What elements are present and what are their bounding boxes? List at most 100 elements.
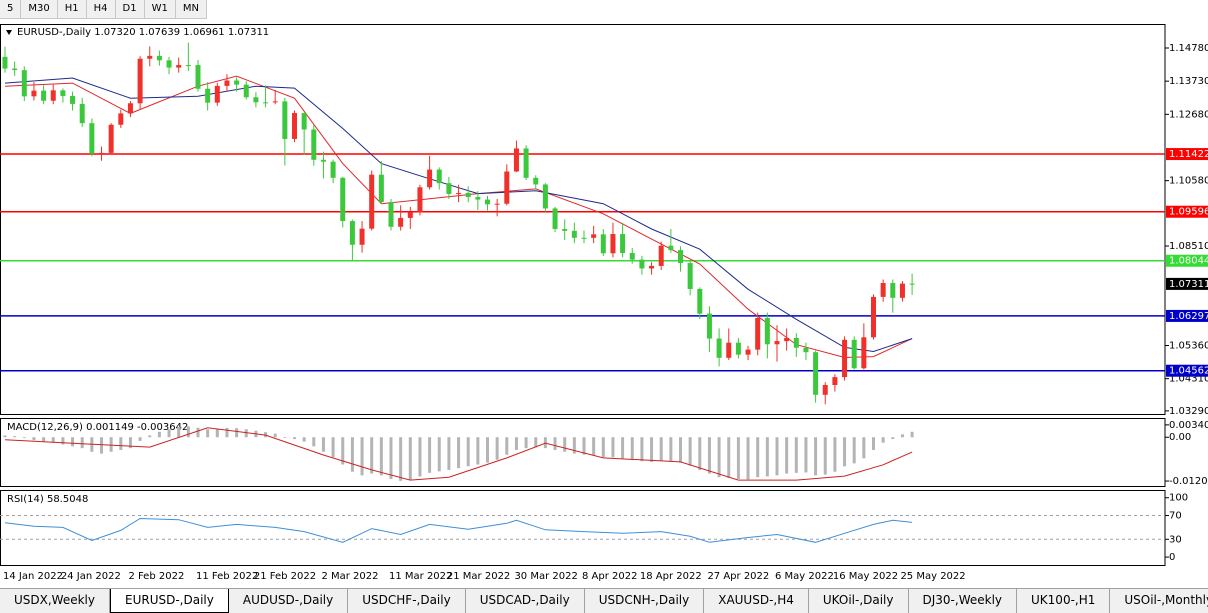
level-label-box [1166, 148, 1208, 161]
macd-bar [3, 435, 7, 438]
candle-body [562, 228, 568, 231]
timeframe-button[interactable]: 5 [0, 0, 22, 18]
candle-body [832, 377, 838, 385]
candle-body [639, 259, 645, 269]
candle-body [166, 60, 172, 68]
candle-body [147, 55, 153, 59]
macd-bar [457, 437, 461, 469]
macd-bar [746, 437, 750, 480]
y-tick-label: 1.13730 [1169, 76, 1208, 87]
candle-body [542, 184, 548, 209]
level-label-box [1166, 309, 1208, 322]
candle-body [79, 103, 85, 124]
macd-bar [476, 437, 480, 465]
candle-body [610, 234, 616, 254]
candle-body [822, 384, 828, 395]
price-label: 1.07311 [1169, 279, 1208, 290]
macd-bar [621, 437, 625, 459]
macd-bar [900, 434, 904, 438]
timeframe-button[interactable]: MN [176, 0, 207, 18]
candle-body [60, 90, 66, 97]
y-tick-label: 1.12680 [1169, 109, 1208, 120]
timeframe-button[interactable]: H1 [58, 0, 87, 18]
macd-bar [109, 437, 113, 452]
candle-body [620, 234, 626, 253]
macd-bar [495, 437, 499, 460]
candle-body [156, 55, 162, 61]
macd-bar [428, 437, 432, 473]
macd-bar [360, 437, 364, 476]
candle-body [108, 124, 114, 153]
candle-body [504, 171, 510, 204]
candle-body [813, 352, 819, 395]
menu-arrow[interactable] [6, 30, 12, 35]
moving-average [4, 77, 913, 353]
candle-body [803, 347, 809, 353]
macd-bar [80, 437, 84, 449]
timeframe-button[interactable]: D1 [116, 0, 145, 18]
chart-tab[interactable]: USDX,Weekly [0, 589, 110, 613]
macd-bar [273, 433, 277, 438]
macd-bar [563, 437, 567, 452]
candle-body [234, 80, 240, 85]
timeframe-button[interactable]: H4 [87, 0, 116, 18]
macd-bar [379, 437, 383, 476]
timeframe-toolbar: 5 M30 H1 H4 D1 W1 MN [0, 0, 207, 19]
candle-body [851, 339, 857, 369]
macd-bar [51, 437, 55, 443]
candle-body [99, 152, 104, 154]
macd-bar [312, 437, 316, 447]
chart-tab[interactable]: USDCNH-,Daily [585, 589, 705, 613]
rsi-line [4, 517, 913, 543]
candle-body [388, 202, 394, 227]
timeframe-button[interactable]: M30 [21, 0, 58, 18]
candle-body [272, 101, 278, 103]
chart-tab[interactable]: USOil-,Monthly [1110, 589, 1208, 613]
candle-body [687, 263, 693, 289]
chart-tab[interactable]: AUDUSD-,Daily [229, 589, 349, 613]
chart-tab[interactable]: USDCHF-,Daily [348, 589, 466, 613]
chart-tab[interactable]: USDCAD-,Daily [466, 589, 585, 613]
chart-tab[interactable]: XAUUSD-,H4 [704, 589, 809, 613]
candle-body [253, 97, 259, 103]
candle-body [176, 65, 182, 68]
candle-body [629, 252, 635, 260]
chart-tab[interactable]: DJ30-,Weekly [909, 589, 1018, 613]
macd-bar [823, 437, 827, 475]
macd-bar [293, 437, 296, 440]
candle-body [12, 68, 18, 71]
price-label-box [1166, 277, 1208, 290]
chart-tab[interactable]: UKOil-,Daily [809, 589, 909, 613]
chart-tab[interactable]: UK100-,H1 [1017, 589, 1111, 613]
macd-bar [814, 437, 818, 476]
macd-bar [717, 437, 721, 478]
macd-bar [630, 437, 634, 460]
macd-bar [640, 437, 644, 462]
candle-body [475, 197, 481, 200]
candle-body [899, 283, 905, 298]
macd-bar [215, 428, 219, 438]
timeframe-button[interactable]: W1 [145, 0, 176, 18]
macd-bar [524, 437, 528, 449]
chart-tab[interactable]: EURUSD-,Daily [110, 589, 229, 613]
macd-bar [350, 437, 354, 472]
candle-body [726, 342, 732, 358]
candle-body [880, 282, 886, 297]
candle-body [195, 65, 201, 89]
macd-bar [486, 437, 489, 463]
candle-body [716, 338, 722, 358]
macd-bar [505, 437, 509, 455]
panel-frame [0, 490, 1166, 566]
x-tick-label: 16 May 2022 [833, 571, 898, 582]
macd-bar [756, 437, 760, 478]
candle-body [436, 169, 442, 184]
candle-body [706, 313, 712, 339]
signal-line [4, 427, 913, 481]
macd-bar [804, 437, 808, 473]
candle-body [649, 265, 655, 269]
level-label: 1.11422 [1169, 149, 1208, 160]
candle-body [205, 88, 211, 103]
candle-body [552, 208, 558, 229]
candle-body [485, 199, 490, 205]
x-tick-label: 24 Jan 2022 [61, 571, 121, 582]
